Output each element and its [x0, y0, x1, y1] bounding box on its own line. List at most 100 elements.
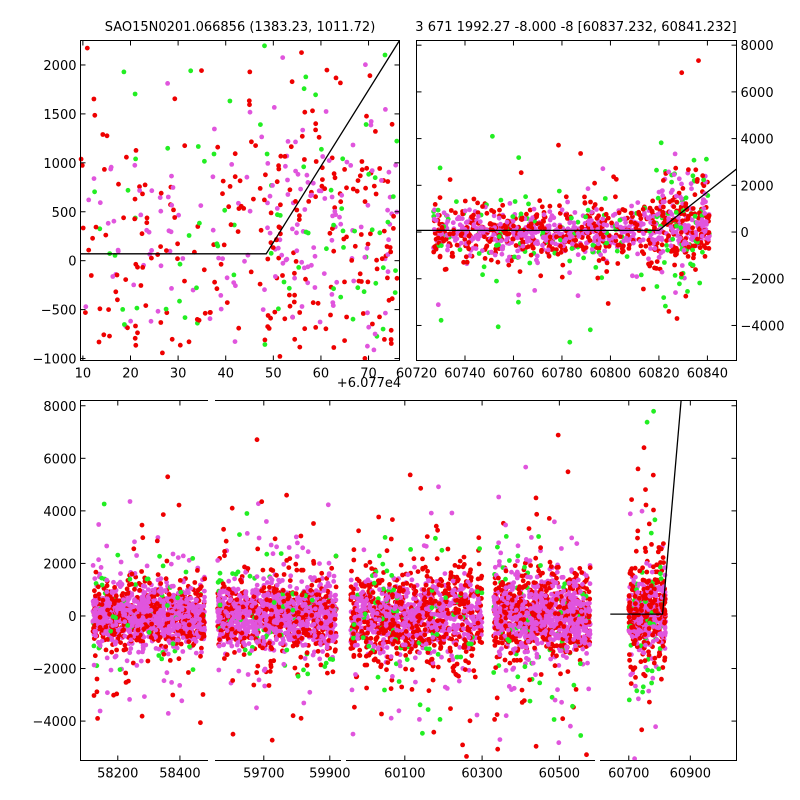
data-point-magenta	[115, 627, 121, 633]
data-point-red	[232, 174, 238, 180]
data-point-magenta	[127, 650, 133, 656]
data-point-red	[632, 220, 638, 226]
data-point-red	[236, 325, 242, 331]
data-point-red	[560, 262, 566, 268]
data-point-green	[194, 285, 199, 291]
data-point-red	[323, 614, 328, 620]
data-point-red	[141, 626, 147, 632]
data-point-red	[140, 535, 146, 541]
data-point-magenta	[186, 590, 191, 596]
data-point-red	[223, 538, 229, 544]
data-point-red	[176, 656, 182, 662]
data-point-red	[165, 612, 171, 617]
data-point-magenta	[207, 316, 213, 322]
data-point-red	[354, 188, 360, 194]
data-point-red	[599, 206, 604, 212]
data-point-red	[296, 629, 301, 635]
data-point-magenta	[118, 606, 124, 612]
data-point-red	[700, 173, 706, 179]
data-point-red	[660, 209, 666, 215]
data-point-magenta	[265, 200, 270, 206]
data-point-magenta	[311, 245, 317, 251]
data-point-red	[394, 275, 400, 281]
data-point-red	[103, 624, 109, 630]
data-point-magenta	[459, 216, 465, 222]
x-ticks-top-right: 60720 60740 60760 60780 60800 60820 60840	[396, 40, 728, 382]
data-point-magenta	[324, 645, 330, 651]
data-point-green	[438, 317, 444, 323]
data-point-magenta	[324, 610, 329, 616]
data-point-red	[448, 208, 454, 213]
data-point-green	[281, 279, 287, 285]
data-point-magenta	[135, 599, 140, 605]
data-point-red	[374, 257, 379, 263]
data-point-red	[86, 247, 92, 253]
data-point-green	[438, 243, 444, 249]
data-point-red	[454, 242, 460, 248]
data-point-green	[677, 281, 682, 287]
panel-top-left: SAO15N0201.066856 (1383.23, 1011.72) 10 2…	[33, 20, 402, 391]
data-point-green	[175, 595, 181, 601]
data-point-red	[132, 335, 138, 341]
data-point-magenta	[559, 207, 565, 213]
data-point-magenta	[146, 599, 151, 605]
data-point-red	[476, 535, 482, 541]
data-point-magenta	[379, 178, 384, 183]
data-point-magenta	[191, 636, 197, 642]
data-point-red	[266, 683, 272, 688]
data-point-magenta	[140, 607, 146, 613]
data-point-red	[315, 300, 321, 306]
data-point-green	[617, 217, 623, 223]
data-point-green	[125, 623, 131, 628]
data-point-magenta	[503, 237, 509, 243]
data-point-magenta	[281, 661, 287, 667]
data-point-red	[132, 216, 138, 222]
data-point-red	[144, 220, 150, 226]
data-point-green	[481, 264, 487, 270]
data-point-green	[394, 138, 400, 144]
data-point-magenta	[323, 109, 329, 114]
data-point-magenta	[140, 649, 145, 655]
data-point-red	[649, 209, 655, 215]
data-point-magenta	[238, 599, 244, 605]
data-point-red	[328, 630, 334, 635]
data-point-red	[559, 274, 565, 280]
data-point-magenta	[320, 625, 326, 631]
data-point-magenta	[598, 252, 603, 258]
data-point-magenta	[300, 545, 306, 551]
y-tick-label: 8000	[741, 39, 774, 54]
data-point-red	[316, 577, 322, 583]
data-point-red	[292, 292, 297, 298]
x-tick-label: 60720	[396, 367, 437, 382]
data-point-green	[494, 278, 499, 284]
data-point-magenta	[445, 219, 450, 224]
data-point-red	[154, 538, 160, 544]
data-point-magenta	[369, 168, 375, 174]
data-point-red	[557, 203, 562, 209]
data-point-red	[466, 246, 472, 252]
data-point-magenta	[567, 231, 572, 237]
data-point-magenta	[351, 278, 357, 284]
data-point-red	[304, 662, 310, 668]
data-point-red	[78, 156, 84, 162]
data-point-red	[556, 142, 561, 148]
data-point-green	[187, 644, 192, 649]
data-point-magenta	[586, 221, 592, 227]
data-point-magenta	[237, 592, 243, 598]
data-point-red	[165, 474, 171, 480]
data-point-magenta	[688, 236, 694, 242]
data-point-red	[596, 258, 602, 263]
data-point-red	[80, 225, 86, 231]
data-point-green	[350, 316, 356, 322]
data-point-red	[83, 310, 88, 315]
data-point-magenta	[118, 559, 124, 565]
data-point-red	[232, 151, 238, 157]
data-point-magenta	[627, 224, 632, 230]
data-point-green	[296, 265, 302, 270]
data-point-green	[331, 286, 336, 292]
data-point-red	[123, 670, 129, 676]
data-point-magenta	[316, 625, 322, 630]
data-point-red	[310, 300, 316, 306]
data-point-red	[109, 649, 115, 655]
